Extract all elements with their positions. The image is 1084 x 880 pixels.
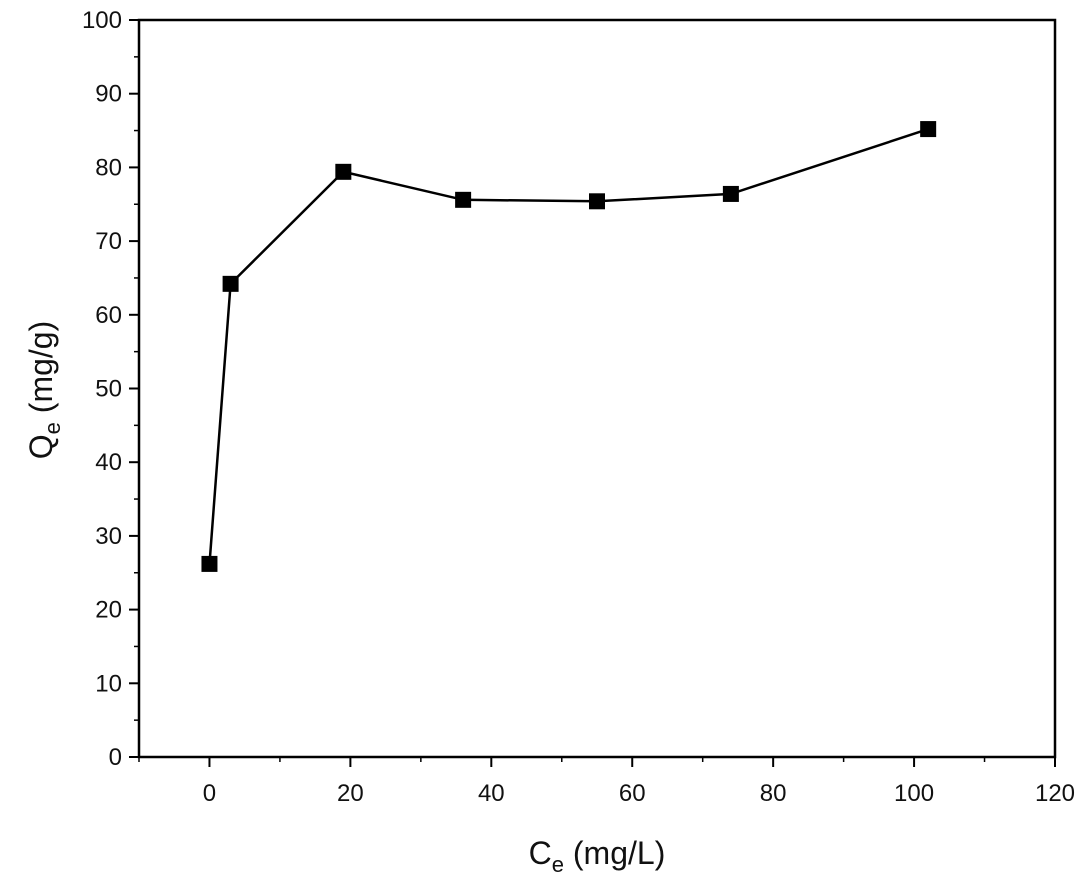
x-tick-label: 0: [203, 780, 216, 807]
y-tick-label: 100: [82, 7, 122, 34]
data-point: [455, 191, 472, 208]
y-tick-label: 60: [95, 302, 122, 329]
y-tick-label: 70: [95, 228, 122, 255]
x-tick-label: 120: [1035, 780, 1075, 807]
x-axis-label-rest: (mg/L): [564, 835, 665, 871]
x-axis-label-main: C: [529, 835, 552, 871]
data-point: [201, 555, 218, 572]
data-point: [222, 275, 239, 292]
axis-ticks: 0 20 40 60 80 100 120 0 10 20 30 40 50 60 70 80 90 100: [82, 7, 1075, 807]
y-tick-label: 20: [95, 597, 122, 624]
y-tick-label: 30: [95, 523, 122, 550]
data-point: [335, 163, 352, 180]
series-layer: [201, 121, 937, 572]
x-tick-label: 60: [619, 780, 646, 807]
y-tick-label: 10: [95, 670, 122, 697]
y-tick-label: 90: [95, 81, 122, 108]
y-axis-label-rest: (mg/g): [23, 321, 59, 422]
x-axis-label: Ce (mg/L): [529, 835, 666, 877]
x-tick-label: 20: [337, 780, 364, 807]
series-line: [208, 127, 929, 564]
y-axis-label-main: Q: [23, 434, 59, 459]
plot-frame: [137, 18, 1057, 759]
x-axis-label-sub: e: [552, 852, 564, 877]
y-tick-label: 40: [95, 449, 122, 476]
x-tick-label: 40: [478, 780, 505, 807]
y-axis-label-sub: e: [40, 422, 65, 434]
y-axis-label: Qe (mg/g): [23, 321, 65, 459]
x-tick-label: 100: [894, 780, 934, 807]
data-point: [589, 193, 605, 210]
y-tick-label: 80: [95, 154, 122, 181]
y-tick-label: 50: [95, 376, 122, 403]
data-point: [920, 121, 937, 138]
data-point: [722, 185, 739, 202]
y-tick-label: 0: [109, 744, 122, 771]
x-tick-label: 80: [760, 780, 787, 807]
